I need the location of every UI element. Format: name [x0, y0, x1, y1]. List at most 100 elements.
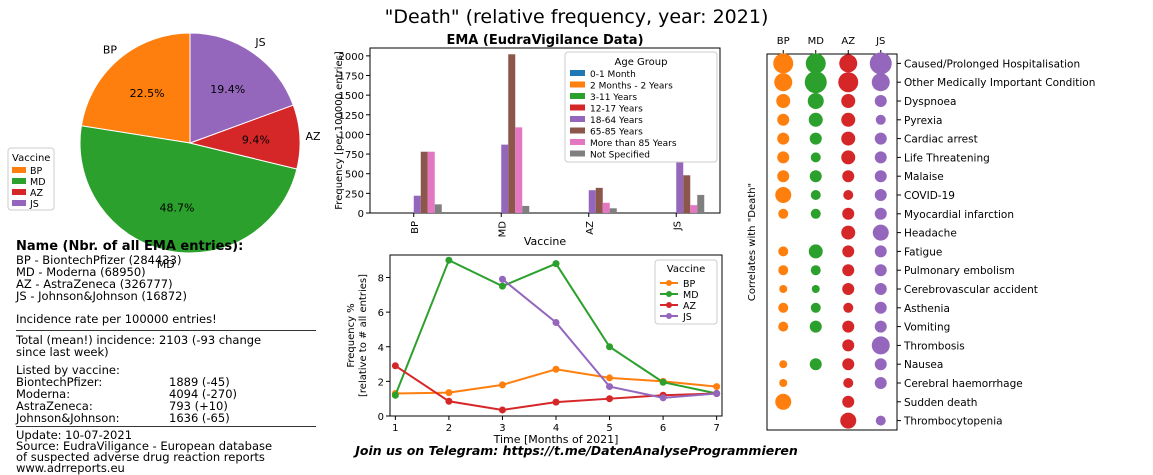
row-label: Asthenia — [904, 303, 950, 315]
source-line-3: www.adrreports.eu — [16, 461, 125, 475]
bar — [602, 202, 610, 213]
dot-bp — [777, 170, 790, 183]
row-label: Thrombocytopenia — [903, 416, 1003, 428]
column-label: JS — [875, 36, 885, 47]
legend-marker — [666, 313, 672, 319]
listed-name: Johnson&Johnson: — [16, 411, 120, 425]
incidence-note: Incidence rate per 100000 entries! — [16, 312, 217, 326]
dot-bp — [775, 393, 792, 410]
listed-value: 1636 (-65) — [169, 411, 230, 425]
update-line: Update: 10-07-2021 — [16, 428, 133, 442]
dot-js — [871, 336, 890, 355]
dot-md — [809, 132, 822, 145]
data-point — [606, 383, 614, 391]
data-point — [498, 381, 506, 389]
legend-label: 18-64 Years — [590, 116, 643, 126]
dot-md — [807, 93, 824, 109]
total-line-2: since last week) — [16, 345, 109, 359]
y-axis-label-2: [relative to # all entries] — [358, 274, 369, 397]
legend-box — [564, 51, 718, 163]
data-point — [659, 394, 667, 402]
plot-frame — [766, 53, 898, 431]
dot-md — [810, 152, 821, 163]
vaccine-name-1: BP - BiontechPfizer (284433) — [16, 253, 182, 267]
legend-title: Vaccine — [667, 264, 705, 275]
bar-legend: Age Group 0-1 Month 2 Months - 2 Years3-11… — [564, 51, 718, 163]
data-point — [552, 398, 560, 406]
dot-md — [810, 302, 821, 313]
row-label: Headache — [904, 228, 957, 240]
y-axis-label: Frequency % — [346, 303, 357, 367]
row-label: COVID-19 — [904, 190, 955, 202]
x-axis-label: Time [Months of 2021] — [493, 433, 619, 446]
legend-swatch — [570, 81, 585, 88]
y-tick-label: 1000 — [339, 130, 364, 141]
row-label: Other Medically Important Condition — [904, 77, 1095, 89]
dot-az — [841, 94, 856, 108]
bar — [595, 187, 603, 213]
data-point — [498, 406, 506, 414]
y-axis-label: Frequency [per 100000 entries] — [334, 51, 345, 210]
dot-js — [874, 320, 887, 333]
legend-swatch-md — [12, 178, 26, 184]
dot-az — [842, 245, 855, 258]
row-label: Vomiting — [904, 322, 950, 334]
dot-az — [840, 412, 857, 429]
y-tick-label: 2 — [378, 377, 384, 388]
legend-label: MD — [683, 290, 699, 301]
dot-js — [874, 95, 887, 107]
dot-bp — [778, 246, 789, 257]
legend-title: Age Group — [615, 57, 668, 68]
pie-slice-js — [189, 32, 294, 144]
legend-label: JS — [682, 312, 692, 323]
dot-bp — [777, 132, 790, 145]
legend-label: AZ — [30, 188, 43, 199]
dot-js — [872, 224, 889, 241]
x-tick-label: 3 — [499, 423, 505, 434]
legend-marker — [666, 291, 672, 297]
legend-marker — [666, 280, 672, 286]
pie-category-label: MD — [157, 258, 175, 271]
listed-row: AstraZeneca: 793 (+10) — [16, 400, 228, 413]
x-tick-label: BP — [410, 221, 421, 234]
dot-md — [805, 53, 826, 74]
row-label: Cardiac arrest — [904, 134, 978, 146]
bar — [515, 127, 523, 213]
x-tick-label: 6 — [660, 423, 666, 434]
listed-heading: Listed by vaccine: — [16, 363, 120, 377]
x-tick-label: JS — [672, 221, 683, 231]
y-tick-label: 6 — [378, 308, 384, 319]
pie-value-label: 22.5% — [130, 87, 165, 100]
dot-js — [874, 132, 887, 145]
row-label: Malaise — [904, 171, 944, 183]
column-label: BP — [777, 36, 790, 47]
y-tick-label: 2000 — [339, 52, 364, 63]
dot-js — [874, 283, 887, 295]
row-label: Cerebral haemorrhage — [904, 378, 1023, 390]
legend-swatch-bp — [12, 167, 26, 173]
dot-js — [874, 264, 887, 277]
dot-js — [874, 301, 887, 314]
dot-az — [843, 302, 854, 313]
plot-frame — [369, 47, 721, 214]
dot-md — [809, 320, 822, 333]
data-point — [659, 378, 667, 386]
x-tick-label: 5 — [606, 423, 612, 434]
legend-swatch — [570, 150, 585, 157]
vaccine-name-4: JS - Johnson&Johnson (16872) — [16, 289, 187, 303]
dot-az — [841, 131, 856, 146]
legend-swatch — [570, 139, 585, 145]
main-title: "Death" (relative frequency, year: 2021) — [384, 6, 769, 28]
bar — [522, 205, 530, 213]
series-line-bp — [395, 368, 717, 395]
dot-az — [842, 395, 855, 408]
dot-az — [842, 207, 855, 220]
y-tick-label: 1250 — [339, 111, 364, 122]
vaccine-name-3: AZ - AstraZeneca (326777) — [16, 277, 173, 291]
monthly-frequency-line-chart: 0 2 4 6 8 1 2 3 4 5 6 7 Time [Months of 2021] Frequen… — [346, 254, 723, 446]
x-tick-label: 2 — [446, 423, 452, 434]
column-label: MD — [808, 36, 825, 47]
dot-az — [842, 170, 855, 183]
listed-row: Johnson&Johnson: 1636 (-65) — [16, 412, 230, 425]
